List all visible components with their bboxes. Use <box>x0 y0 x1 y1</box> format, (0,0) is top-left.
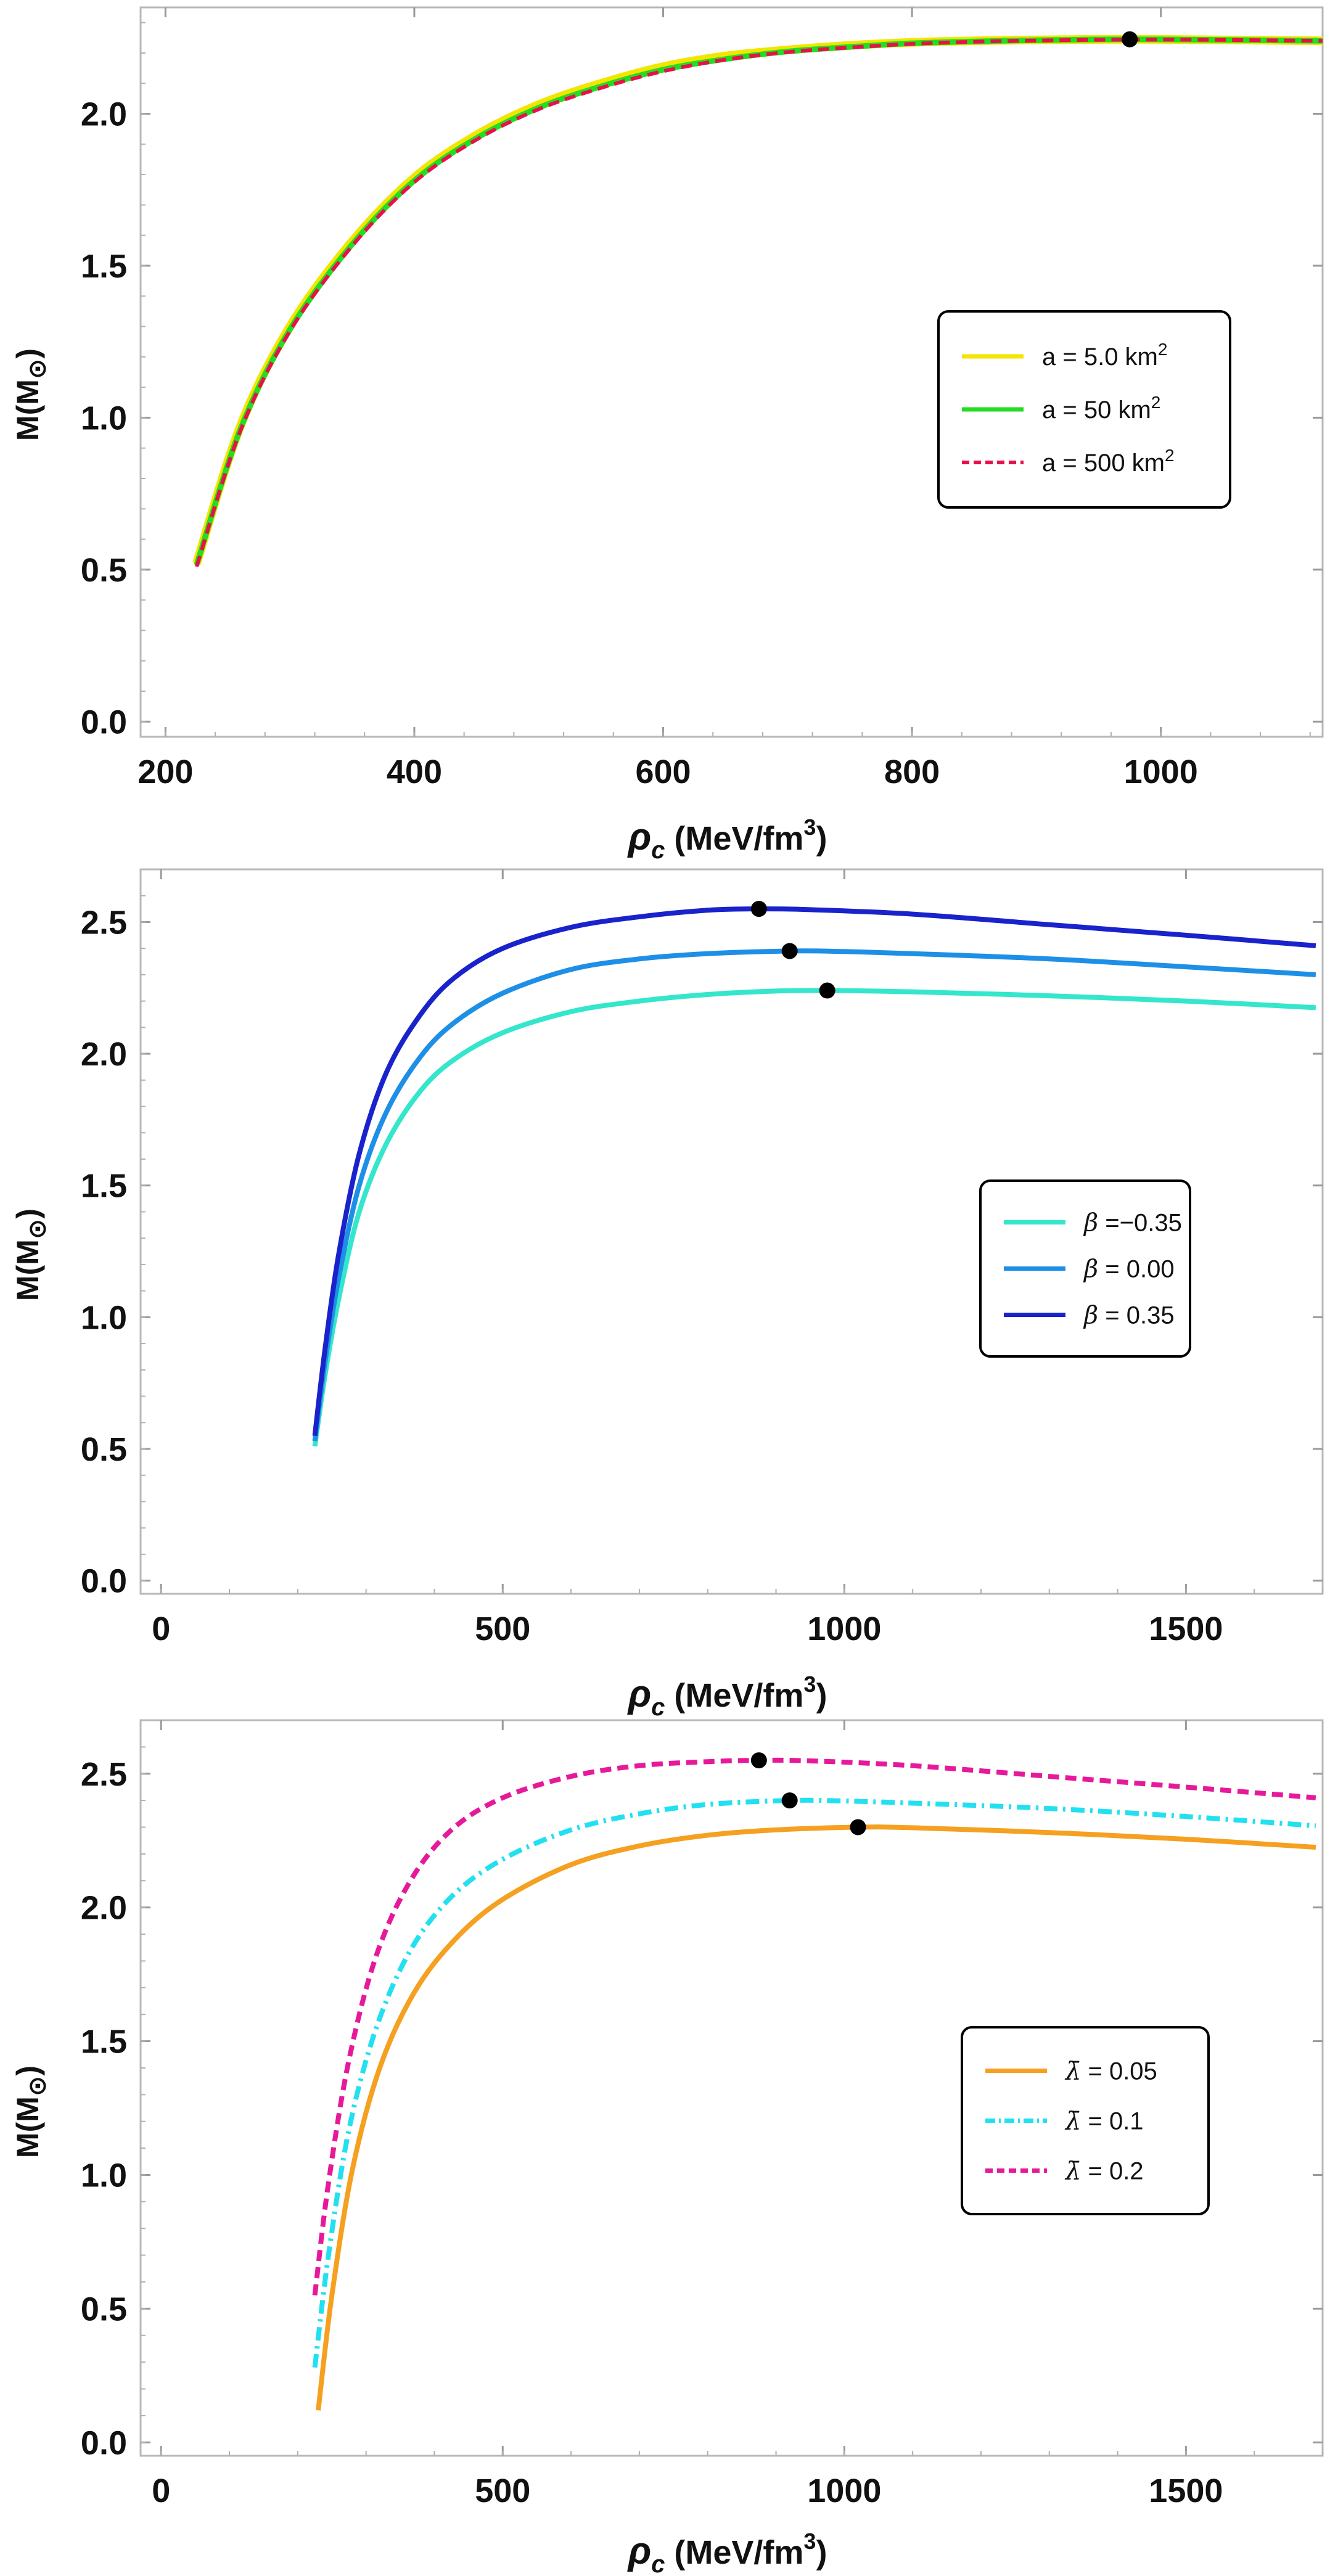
x-tick-label: 1000 <box>1124 753 1198 790</box>
series-line-1 <box>312 988 1316 1447</box>
x-tick-label: 1000 <box>807 2472 881 2509</box>
x-tick-label: 600 <box>635 753 691 790</box>
legend-label-3: λ̄ = 0.2 <box>1064 2157 1144 2186</box>
legend-label-3: β = 0.35 <box>1083 1302 1175 1330</box>
y-axis-label: M(M⊙) <box>10 2065 51 2158</box>
y-tick-label: 0.5 <box>81 2291 127 2328</box>
legend-label-1: a = 5.0 km2 <box>1042 340 1167 371</box>
y-tick-label: 1.5 <box>81 248 127 285</box>
legend: a = 5.0 km2 a = 50 km2 a = 500 km2 <box>937 310 1231 509</box>
x-tick-label: 0 <box>152 1610 170 1647</box>
legend-box <box>979 1179 1191 1358</box>
plot-frame <box>139 1719 1324 2457</box>
legend-label-2: a = 50 km2 <box>1042 393 1160 424</box>
legend-label-3: a = 500 km2 <box>1042 446 1175 477</box>
y-tick-label: 1.0 <box>81 2157 127 2194</box>
x-tick-label: 0 <box>152 2472 170 2509</box>
chart-panel-1: 200 400 600 800 1000 0.0 0.5 1.0 1.5 2.0 a = 5.0 k… <box>10 6 1324 864</box>
x-tick-label: 1000 <box>807 1610 881 1647</box>
y-tick-label: 2.5 <box>81 904 127 941</box>
y-tick-label: 1.0 <box>81 1299 127 1336</box>
series-group <box>192 35 1323 567</box>
legend: β =−0.35 β = 0.00 β = 0.35 <box>979 1179 1191 1358</box>
x-tick-label: 500 <box>475 2472 530 2509</box>
legend-box <box>937 310 1231 509</box>
plot-frame <box>139 6 1324 738</box>
series-line-3 <box>312 906 1316 1437</box>
x-tick-label: 800 <box>884 753 940 790</box>
max-mass-point <box>819 982 835 999</box>
x-axis-label: ρc (MeV/fm3) <box>627 2529 827 2576</box>
y-tick-label: 1.0 <box>81 400 127 437</box>
y-axis-label: M(M⊙) <box>10 348 51 441</box>
series-group <box>312 1757 1316 2411</box>
series-line-2 <box>312 948 1316 1442</box>
max-mass-point <box>850 1819 866 1836</box>
x-tick-label: 500 <box>475 1610 530 1647</box>
y-tick-label: 1.5 <box>81 2024 127 2061</box>
series-line-2 <box>312 1797 1316 2368</box>
legend-label-2: λ̄ = 0.1 <box>1064 2107 1144 2136</box>
y-tick-label: 2.0 <box>81 1036 127 1073</box>
max-mass-point <box>781 943 798 959</box>
legend-label-1: λ̄ = 0.05 <box>1064 2057 1157 2086</box>
y-tick-label: 1.5 <box>81 1168 127 1205</box>
series-group <box>312 906 1316 1447</box>
max-mass-point <box>1122 31 1138 47</box>
legend-label-1: β =−0.35 <box>1083 1209 1182 1237</box>
y-tick-label: 2.0 <box>81 96 127 133</box>
x-tick-label: 200 <box>138 753 193 790</box>
y-tick-label: 0.0 <box>81 703 127 740</box>
series-line-1 <box>316 1824 1316 2411</box>
x-axis-label: ρc (MeV/fm3) <box>627 1672 827 1721</box>
max-mass-point <box>750 901 767 917</box>
legend-label-2: β = 0.00 <box>1083 1255 1175 1284</box>
max-mass-point <box>781 1792 798 1809</box>
series-line-3 <box>194 38 1323 567</box>
y-tick-label: 0.5 <box>81 552 127 589</box>
x-tick-label: 400 <box>387 753 442 790</box>
x-tick-label: 1500 <box>1149 2472 1223 2509</box>
series-line-3 <box>312 1757 1316 2296</box>
y-tick-label: 0.5 <box>81 1431 127 1468</box>
legend: λ̄ = 0.05 λ̄ = 0.1 λ̄ = 0.2 <box>961 2026 1210 2215</box>
plot-frame <box>139 868 1324 1595</box>
x-tick-label: 1500 <box>1149 1610 1223 1647</box>
y-axis-label: M(M⊙) <box>10 1208 51 1301</box>
y-tick-label: 0.0 <box>81 1563 127 1600</box>
y-tick-label: 0.0 <box>81 2424 127 2461</box>
x-axis-label: ρc (MeV/fm3) <box>627 814 827 864</box>
max-mass-point <box>750 1752 767 1769</box>
y-tick-label: 2.0 <box>81 1890 127 1927</box>
y-tick-label: 2.5 <box>81 1756 127 1793</box>
legend-box <box>961 2026 1210 2215</box>
